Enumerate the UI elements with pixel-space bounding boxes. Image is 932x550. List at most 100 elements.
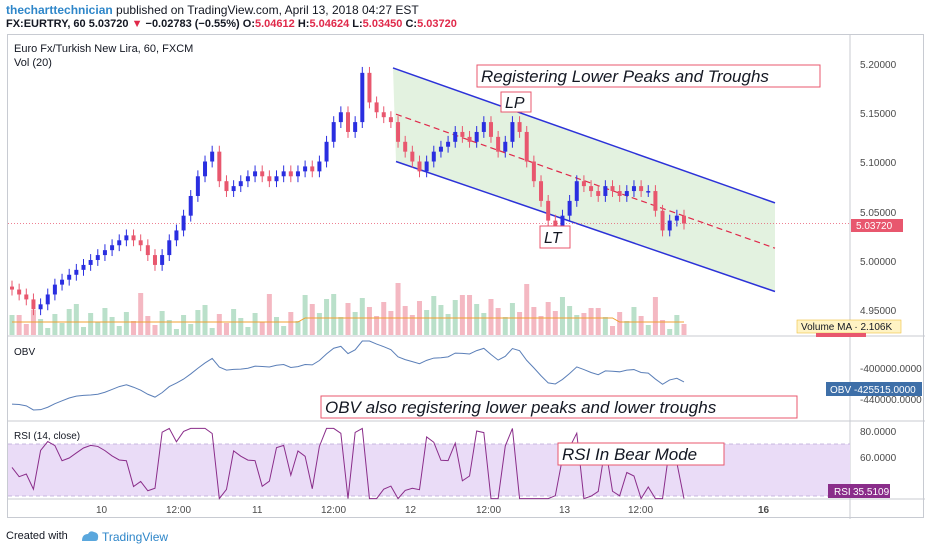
candle-body [517,122,522,132]
channel-note-box[interactable] [476,64,821,88]
candle-body [674,215,679,221]
volume-bar [495,308,501,335]
candle-body [531,161,536,182]
candle-body [188,195,193,216]
lp-note-box[interactable] [500,91,532,113]
down-arrow-icon: ▼ [131,18,143,30]
price-tick: 5.15000 [860,109,897,120]
lt-note: LT [544,230,563,247]
candle-body [589,186,594,192]
candle-body [81,264,86,270]
obv-line [11,340,685,411]
candle-body [324,141,329,162]
channel-lower-line[interactable] [395,160,776,293]
candle-body [603,186,608,196]
volume-bar [281,326,287,335]
obv-note-box[interactable] [320,395,798,419]
volume-bar [674,315,680,335]
candle-body [310,166,315,172]
candle-body [88,260,93,265]
candle-body [195,176,200,196]
volume-bar [567,306,573,335]
high-label: H: [297,18,310,30]
time-tick: 13 [559,505,571,516]
chart-svg[interactable]: Euro Fx/Turkish New Lira, 60, FXCM Vol (… [8,35,925,519]
low-value: 5.03450 [362,18,403,30]
volume-bar [245,327,251,335]
candle-body [424,161,429,172]
volume-bar [488,299,494,335]
rsi-badge-value: 35.5109 [853,487,890,498]
volume-bar [352,312,358,335]
volume-bar [588,308,594,335]
volume-bar [524,284,530,335]
candle-body [17,289,22,295]
volume-bar [274,317,280,335]
tradingview-brand[interactable]: TradingView [102,530,169,544]
close-label: C: [405,18,418,30]
volume-bar [316,313,322,335]
rsi-note-box[interactable] [557,442,725,466]
volume-bar [438,305,444,335]
candle-body [524,131,529,162]
time-tick: 12:00 [628,505,653,516]
candle-body [110,245,115,251]
volume-ma-line [12,317,684,323]
candle-body [174,230,179,241]
price-tick: 5.20000 [860,60,897,71]
candle-body [210,151,215,162]
obv-badge-bg [826,382,922,396]
publish-info: published on TradingView.com, April 13, … [116,3,419,17]
volume-bar [374,316,380,335]
candle-body [453,131,458,142]
candle-body [303,166,308,172]
tradingview-logo-icon[interactable] [80,529,100,543]
candle-body [560,215,565,226]
candle-body [353,122,358,132]
candle-body [245,176,250,182]
volume-bar [295,321,301,335]
candle-body [10,286,14,290]
author-link[interactable]: thecharttechnician [6,3,113,17]
candle-body [567,200,572,216]
volume-bar [474,304,480,335]
candle-body [338,112,343,123]
volume-bar [660,320,666,335]
price-tick: 4.95000 [860,306,897,317]
price-tick: 5.10000 [860,158,897,169]
candle-body [396,122,401,142]
volume-label: Vol (20) [14,57,52,69]
candle-body [67,274,72,280]
chart-header: thecharttechnician published on TradingV… [0,0,932,34]
time-tick: 11 [252,505,263,516]
candle-body [481,122,486,132]
time-tick: 12:00 [166,505,191,516]
obv-pane-title: OBV [14,347,35,358]
candle-body [431,151,436,162]
volume-bar [45,328,51,335]
volume-bar [88,313,94,335]
candle-body [281,171,286,177]
candle-body [231,186,236,192]
volume-bar [359,298,365,335]
candle-body [74,269,79,275]
lt-note-box[interactable] [539,225,571,249]
channel-upper-line[interactable] [392,67,776,204]
candle-body [496,136,501,152]
volume-bar [216,314,222,335]
price-badge-bg [851,219,903,232]
candle-body [360,72,365,123]
volume-bar [481,313,487,335]
obv-tick: -400000.0000 [860,364,922,375]
candle-body [238,181,243,187]
volume-bar [152,325,158,335]
volume-bar [559,297,565,335]
candle-body [474,131,479,142]
volume-bar [617,312,623,335]
chart-area[interactable]: Euro Fx/Turkish New Lira, 60, FXCM Vol (… [7,34,925,519]
volume-ma-badge: Volume MA · 2.106K [801,322,892,333]
volume-bar [409,315,415,335]
candle-body [167,240,172,256]
candle-body [631,186,636,192]
candle-body [446,141,451,147]
